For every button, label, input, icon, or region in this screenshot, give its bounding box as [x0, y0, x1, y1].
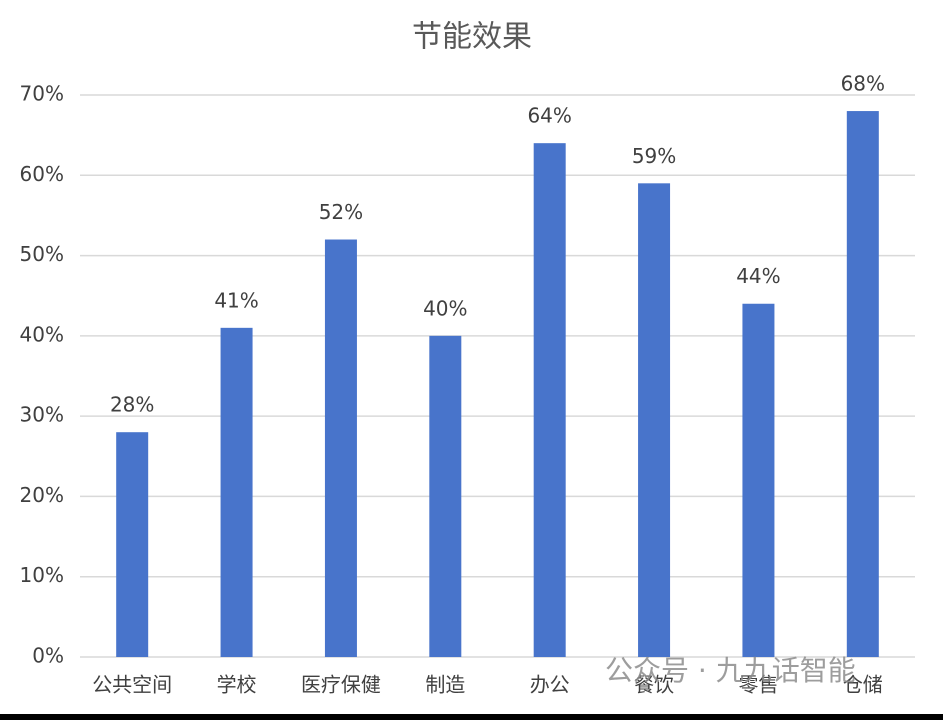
bar: [533, 143, 566, 657]
y-tick-label: 70%: [20, 82, 64, 106]
y-tick-label: 40%: [20, 322, 64, 346]
data-label: 59%: [632, 144, 676, 168]
x-tick-label: 制造: [425, 673, 465, 697]
y-tick-label: 10%: [20, 563, 64, 587]
data-label: 28%: [110, 393, 154, 417]
bar: [742, 303, 775, 657]
data-label: 41%: [214, 288, 258, 312]
x-tick-label: 医疗保健: [301, 673, 381, 697]
bottom-border: [0, 714, 943, 720]
x-tick-label: 办公: [530, 673, 570, 697]
data-label: 64%: [527, 104, 571, 128]
x-tick-label: 仓储: [843, 673, 883, 697]
data-label: 52%: [319, 200, 363, 224]
x-tick-label: 学校: [217, 673, 257, 697]
data-label: 68%: [841, 72, 885, 96]
bar: [429, 335, 462, 657]
watermark: 公众号 · 九九话智能: [605, 654, 856, 687]
chart-title: 节能效果: [412, 20, 532, 55]
x-tick-label: 零售: [738, 673, 778, 697]
y-tick-label: 30%: [20, 403, 64, 427]
x-tick-label: 公共空间: [92, 673, 172, 697]
bar: [638, 183, 671, 658]
data-label: 44%: [736, 264, 780, 288]
data-label: 40%: [423, 296, 467, 320]
y-tick-label: 20%: [20, 483, 64, 507]
bar: [324, 239, 357, 657]
y-tick-label: 0%: [32, 644, 64, 668]
bar: [846, 111, 879, 658]
x-tick-label: 餐饮: [634, 673, 674, 697]
bar: [220, 327, 253, 657]
bar: [116, 432, 149, 657]
y-tick-label: 60%: [20, 162, 64, 186]
y-tick-label: 50%: [20, 242, 64, 266]
